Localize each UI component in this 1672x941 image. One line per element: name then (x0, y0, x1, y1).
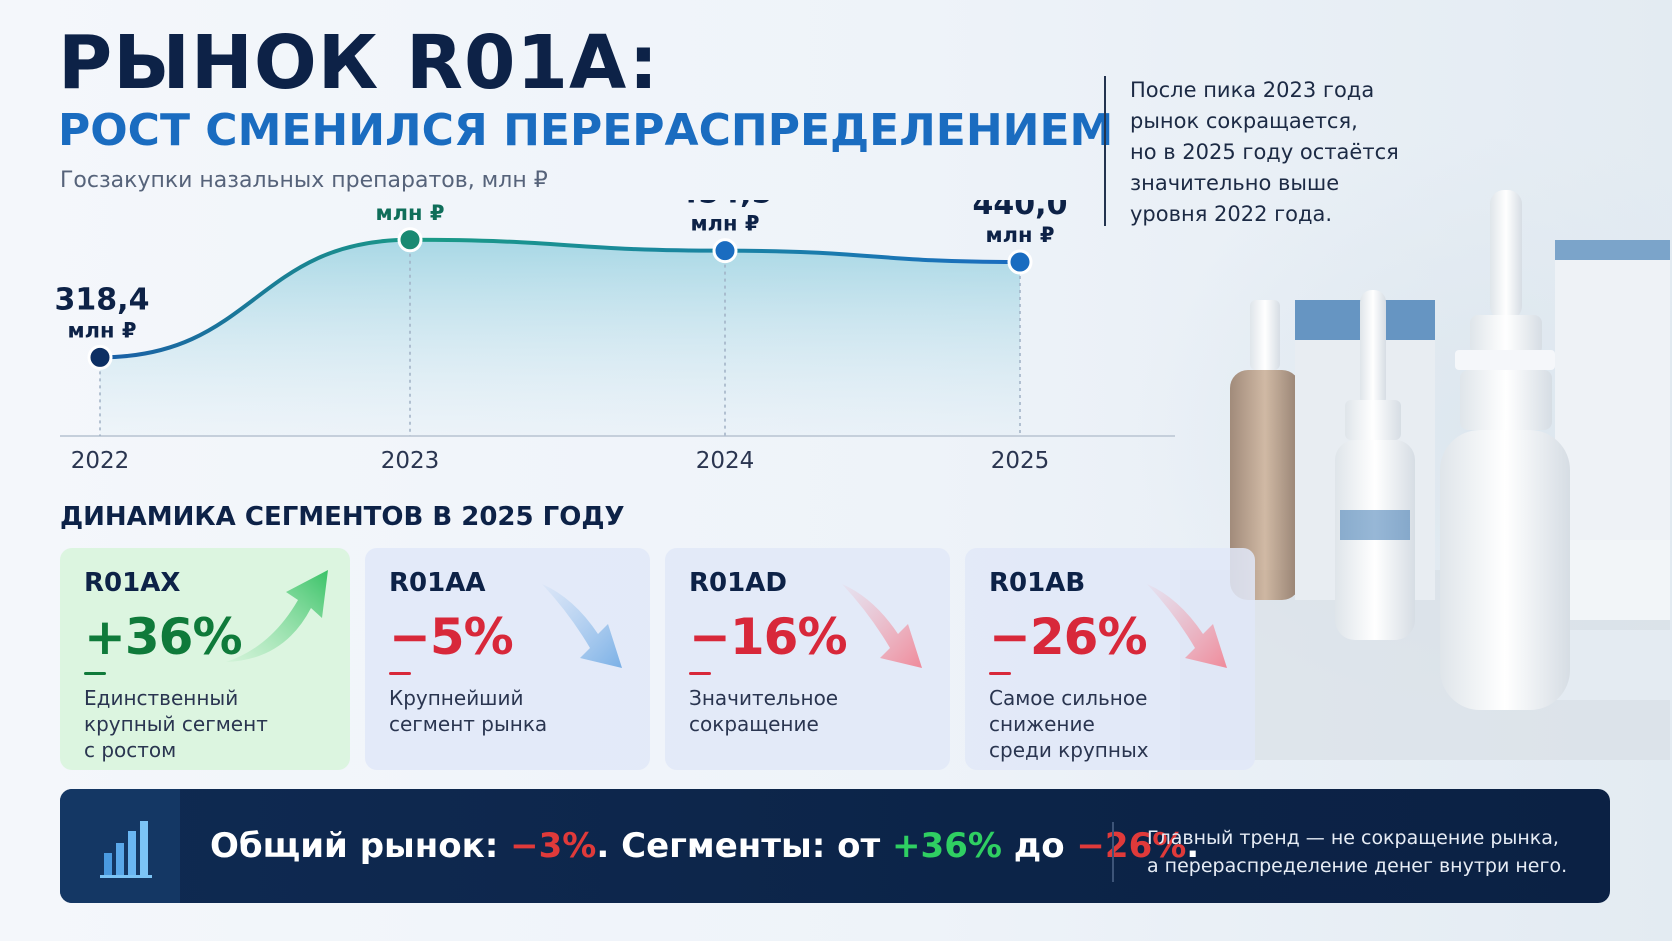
segment-change-percent: +36% (84, 608, 243, 666)
data-point (1007, 249, 1033, 275)
summary-note: После пика 2023 года рынок сокращается, … (1130, 75, 1430, 230)
banner-text-part: до (1001, 826, 1077, 866)
segment-description-line: сегмент рынка (389, 712, 548, 736)
segment-description-line: крупный сегмент (84, 712, 268, 736)
segment-change-percent: −26% (989, 608, 1148, 666)
segment-description: Единственный крупный сегмент с ростом (84, 685, 326, 763)
summary-banner (60, 789, 1610, 903)
segment-description-line: с ростом (84, 738, 177, 762)
chart-area-fill (100, 239, 1020, 436)
banner-text-part: . (1186, 826, 1200, 866)
segment-change-percent: −16% (689, 608, 848, 666)
data-value-label: 440,0 (973, 200, 1068, 222)
arrow-down-right-icon (1147, 584, 1227, 668)
note-line-5: уровня 2022 года. (1130, 202, 1333, 226)
page-subtitle-headline: РОСТ СМЕНИЛСЯ ПЕРЕРАСПРЕДЕЛЕНИЕМ (58, 105, 1114, 156)
x-tick-label: 2023 (381, 448, 440, 474)
segment-code: R01AX (84, 568, 181, 598)
accent-underline (84, 672, 106, 675)
segment-description-line: Крупнейший (389, 686, 524, 710)
segment-description-line: Самое сильное (989, 686, 1148, 710)
accent-underline (689, 672, 711, 675)
segment-min-change: −26% (1076, 826, 1187, 866)
segment-card-r01ad: R01AD −16% Значительное сокращение (665, 548, 950, 770)
segment-description-line: снижение (989, 712, 1095, 736)
banner-side-line-1: Главный тренд — не сокращение рынка, (1147, 827, 1559, 849)
x-tick-label: 2025 (991, 448, 1050, 474)
x-tick-label: 2024 (696, 448, 755, 474)
data-unit-label: млн ₽ (691, 212, 760, 236)
segment-card-r01ax: R01AX +36% Единственный крупный сегмент с … (60, 548, 350, 770)
chart-subtitle: Госзакупки назальных препаратов, млн ₽ (60, 168, 548, 193)
accent-underline (389, 672, 411, 675)
note-line-3: но в 2025 году остаётся (1130, 140, 1399, 164)
banner-side-note: Главный тренд — не сокращение рынка, а п… (1147, 824, 1567, 880)
chart-line (99, 237, 1021, 360)
data-point (712, 238, 738, 264)
arrow-down-right-icon (842, 584, 922, 668)
banner-divider (1112, 822, 1114, 882)
bar-chart-icon (100, 821, 152, 878)
segment-description-line: среди крупных сегментов (989, 738, 1149, 770)
segment-code: R01AB (989, 568, 1086, 598)
data-unit-label: млн ₽ (986, 223, 1055, 247)
data-point (397, 227, 423, 253)
segment-card-r01aa: R01AA −5% Крупнейший сегмент рынка (365, 548, 650, 770)
note-divider (1104, 76, 1106, 226)
segment-code: R01AD (689, 568, 787, 598)
banner-main-text: Общий рынок: −3%. Сегменты: от +36% до −… (210, 826, 1199, 866)
data-unit-label: млн ₽ (376, 201, 445, 225)
data-value-label: 318,4 (55, 282, 150, 317)
note-line-1: После пика 2023 года (1130, 78, 1375, 102)
data-unit-label: млн ₽ (68, 318, 137, 342)
segment-code: R01AA (389, 568, 486, 598)
segment-description: Значительное сокращение (689, 685, 926, 737)
arrow-up-right-icon (226, 570, 328, 662)
segment-card-r01ab: R01AB −26% Самое сильное снижение среди кр… (965, 548, 1255, 770)
data-point (87, 344, 113, 370)
segment-change-percent: −5% (389, 608, 514, 666)
arrow-down-right-icon (542, 584, 622, 668)
segment-description-line: сокращение (689, 712, 819, 736)
banner-text-part: . Сегменты: от (596, 826, 893, 866)
nasal-spray-bottles-illustration (1180, 190, 1670, 760)
accent-underline (989, 672, 1011, 675)
data-value-label: 454,5 (678, 200, 773, 211)
banner-side-line-2: а перераспределение денег внутри него. (1147, 855, 1568, 877)
segment-description: Крупнейший сегмент рынка (389, 685, 626, 737)
banner-text-part: Общий рынок: (210, 826, 511, 866)
segment-max-change: +36% (892, 826, 1002, 866)
x-tick-label: 2022 (71, 448, 130, 474)
segment-description-line: Единственный (84, 686, 239, 710)
note-line-2: рынок сокращается, (1130, 109, 1358, 133)
segments-title: ДИНАМИКА СЕГМЕНТОВ В 2025 ГОДУ (60, 502, 625, 532)
banner-icon-box (60, 789, 180, 903)
page-title: РЫНОК R01A: (58, 20, 660, 106)
segment-description-line: Значительное (689, 686, 839, 710)
total-market-change: −3% (510, 826, 597, 866)
note-line-4: значительно выше (1130, 171, 1340, 195)
